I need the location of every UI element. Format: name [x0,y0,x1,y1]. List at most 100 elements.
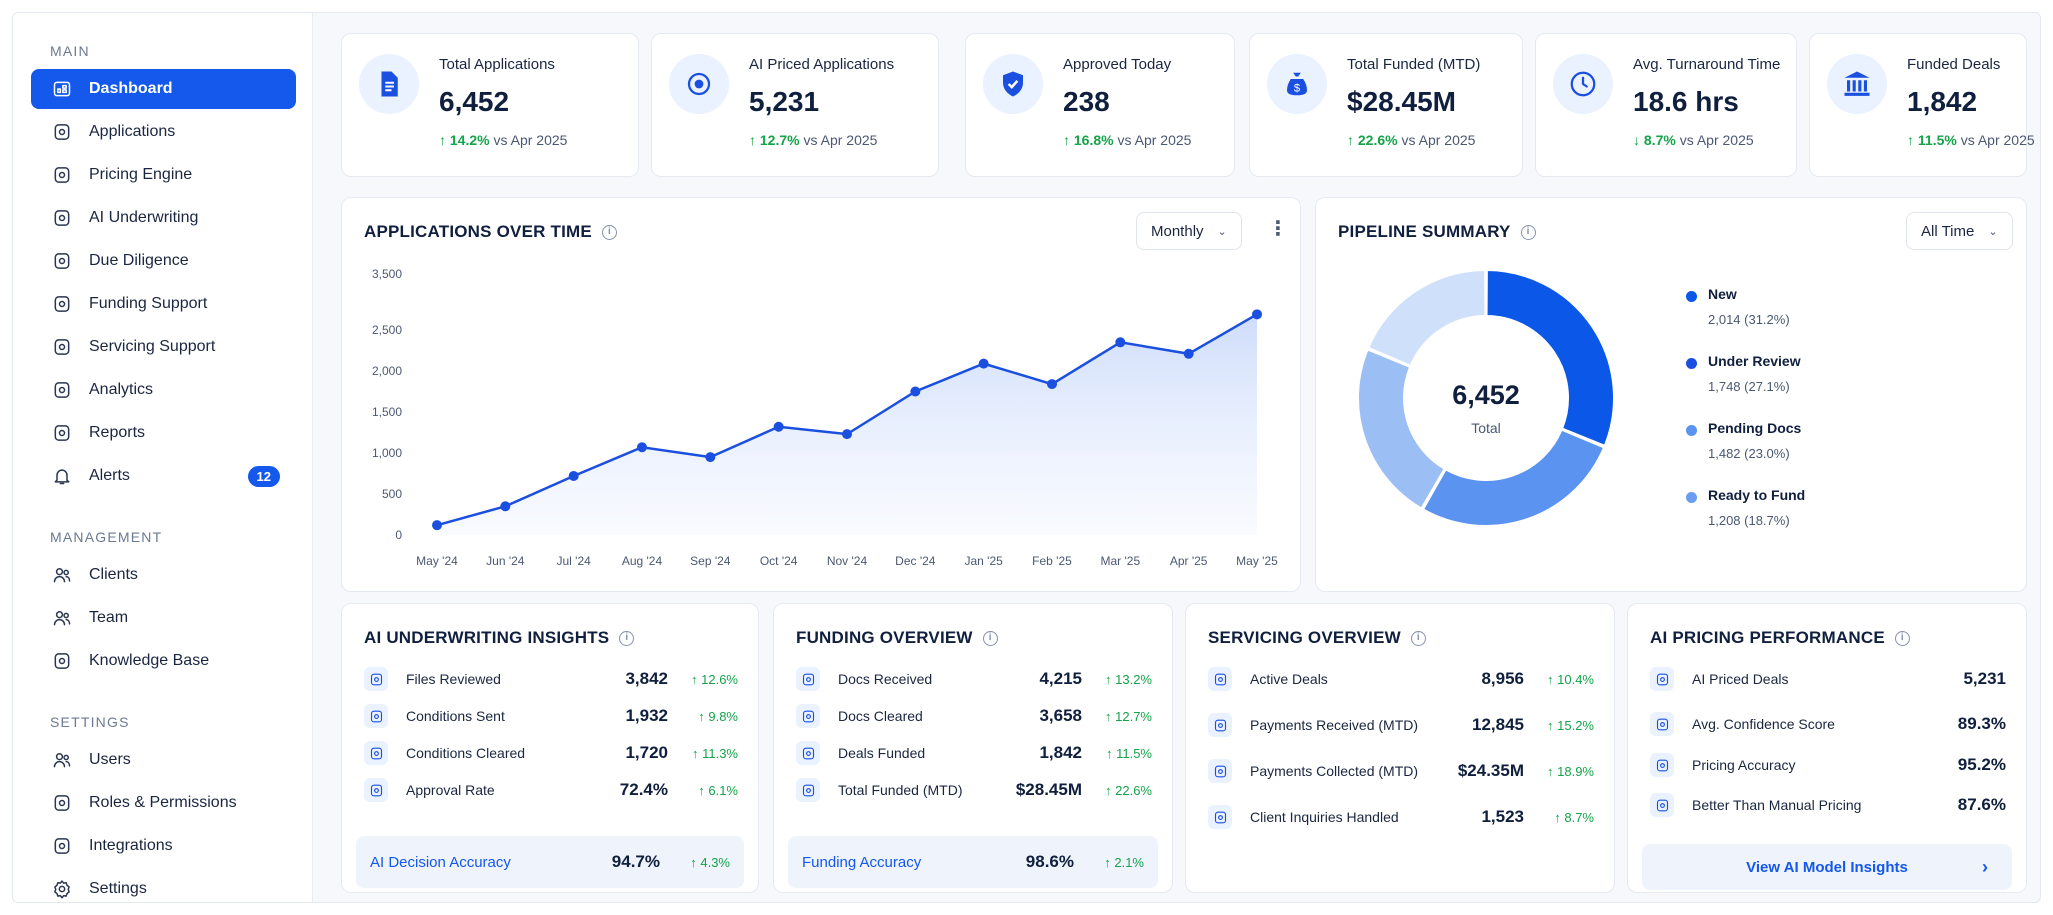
funding-accuracy-highlight[interactable]: Funding Accuracy 98.6% ↑ 2.1% [788,836,1158,888]
sidebar-item-users[interactable]: Users [31,740,296,780]
metric-value: 72.4% [619,780,668,799]
metric-value: 1,842 [1039,743,1082,762]
y-tick-label: 500 [382,487,402,501]
data-point[interactable] [568,470,579,481]
info-icon[interactable]: i [1520,224,1536,240]
sidebar-item-analytics[interactable]: Analytics [31,370,296,410]
data-point[interactable] [500,501,511,512]
sidebar-item-reports[interactable]: Reports [31,413,296,453]
kpi-label: Avg. Turnaround Time [1633,56,1781,73]
sidebar-item-settings[interactable]: Settings [31,869,296,902]
sidebar-item-knowledge-base[interactable]: Knowledge Base [31,641,296,681]
sidebar-item-funding-support[interactable]: Funding Support [31,284,296,324]
data-point[interactable] [842,429,852,440]
donut-slice-under-review[interactable] [1421,428,1606,528]
more-options-icon[interactable]: ⋮ [1268,218,1288,240]
data-point[interactable] [432,520,442,531]
metric-delta-value: 11.5% [1116,745,1152,761]
underwriting-accuracy-highlight[interactable]: AI Decision Accuracy 94.7% ↑ 4.3% [356,836,744,888]
info-icon[interactable]: i [982,630,998,646]
kpi-card-funded-deals[interactable]: Funded Deals 1,842 ↑ 11.5% vs Apr 2025 [1809,33,2035,177]
info-icon[interactable]: i [1410,630,1426,646]
kpi-card-approved-today[interactable]: Approved Today 238 ↑ 16.8% vs Apr 2025 [965,33,1235,177]
kpi-delta: ↑ 16.8% vs Apr 2025 [1063,132,1191,148]
data-point[interactable] [1115,337,1126,348]
metric-label: AI Priced Deals [1692,671,1789,687]
sidebar-item-team[interactable]: Team [31,598,296,638]
sidebar-item-roles-permissions[interactable]: Roles & Permissions [31,783,296,823]
kpi-card-total-applications[interactable]: Total Applications 6,452 ↑ 14.2% vs Apr 20… [341,33,639,177]
clock-icon [1553,54,1613,114]
applications-over-time-card: APPLICATIONS OVER TIME i Monthly ⌄ ⋮ 0 500 1… [341,197,1301,592]
bell-icon [51,465,73,487]
sidebar-item-ai-underwriting[interactable]: AI Underwriting [31,198,296,238]
highlight-delta-value: 4.3% [700,854,730,870]
metric-label: Avg. Confidence Score [1692,716,1835,732]
analytics-icon [51,379,73,401]
metric-delta: ↑ 18.9% [1524,764,1594,779]
donut-slice-new[interactable] [1485,268,1615,448]
metric-value: 1,720 [625,743,668,762]
sidebar-item-alerts[interactable]: Alerts 12 [31,456,296,496]
y-tick-label: 1,500 [372,405,402,419]
data-point[interactable] [773,421,784,432]
kpi-delta-value: 11.5% [1917,132,1957,148]
arrow-up-icon: ↑ [698,708,709,724]
kpi-card-total-funded-mtd-[interactable]: $ Total Funded (MTD) $28.45M ↑ 22.6% vs Apr… [1249,33,1523,177]
arrow-up-icon: ↑ [1104,854,1115,870]
metric-delta-value: 10.4% [1557,671,1594,687]
arrow-up-icon: ↑ [1105,708,1116,724]
funding-overview-card: FUNDING OVERVIEW i Docs Received 4,215 ↑ 13.… [773,603,1173,893]
metric-value: 8,956 [1481,669,1524,688]
metric-label: Active Deals [1250,671,1328,687]
underwriting-panel-title: AI UNDERWRITING INSIGHTS i [364,628,635,648]
kpi-label: Funded Deals [1907,56,2001,73]
donut-slice-ready-to-fund[interactable] [1366,268,1487,368]
svg-text:$: $ [1294,83,1301,95]
sidebar-item-integrations[interactable]: Integrations [31,826,296,866]
nav-section-title: SETTINGS [50,714,130,730]
sidebar-item-clients[interactable]: Clients [31,555,296,595]
info-icon[interactable]: i [1894,630,1910,646]
metric-value: 4,215 [1039,669,1082,688]
kpi-card-avg-turnaround-time[interactable]: Avg. Turnaround Time 18.6 hrs ↓ 8.7% vs Ap… [1535,33,1797,177]
sidebar-item-pricing-engine[interactable]: Pricing Engine [31,155,296,195]
metric-value: 95.2% [1957,755,2006,774]
data-point[interactable] [705,452,716,463]
funding-panel-title: FUNDING OVERVIEW i [796,628,998,648]
donut-slice-pending-docs[interactable] [1357,348,1447,510]
data-point[interactable] [637,442,647,453]
roles-icon [51,792,73,814]
sidebar-item-dashboard[interactable]: Dashboard [31,69,296,109]
arrow-up-icon: ↑ [1105,671,1116,687]
x-tick-label: Jan '25 [965,554,1004,568]
funding-support-icon [51,293,73,315]
dashboard-icon [51,78,73,100]
manual-pricing-icon [1650,793,1674,817]
data-point[interactable] [910,386,921,397]
metric-value: 5,231 [1963,669,2006,688]
data-point[interactable] [978,358,989,369]
metric-value: $28.45M [1015,780,1082,799]
kpi-value: 6,452 [439,86,510,117]
info-icon[interactable]: i [619,630,635,646]
data-point[interactable] [1047,379,1057,390]
pipeline-period-dropdown[interactable]: All Time ⌄ [1906,212,2013,250]
data-point[interactable] [1252,309,1262,320]
info-icon[interactable]: i [601,224,617,240]
period-dropdown[interactable]: Monthly ⌄ [1136,212,1242,250]
sidebar-item-servicing-support[interactable]: Servicing Support [31,327,296,367]
x-tick-label: Sep '24 [690,554,731,568]
legend-dot [1686,425,1697,436]
document-icon [359,54,419,114]
sidebar-item-due-diligence[interactable]: Due Diligence [31,241,296,281]
y-tick-label: 2,500 [372,323,402,337]
view-ai-model-insights-button[interactable]: View AI Model Insights › [1642,844,2012,890]
kpi-card-ai-priced-applications[interactable]: AI Priced Applications 5,231 ↑ 12.7% vs Ap… [651,33,939,177]
sidebar-item-applications[interactable]: Applications [31,112,296,152]
data-point[interactable] [1183,348,1194,359]
send-icon [364,704,388,728]
sidebar-item-label: Alerts [89,467,130,484]
target-icon [364,778,388,802]
legend-dot [1686,358,1697,369]
